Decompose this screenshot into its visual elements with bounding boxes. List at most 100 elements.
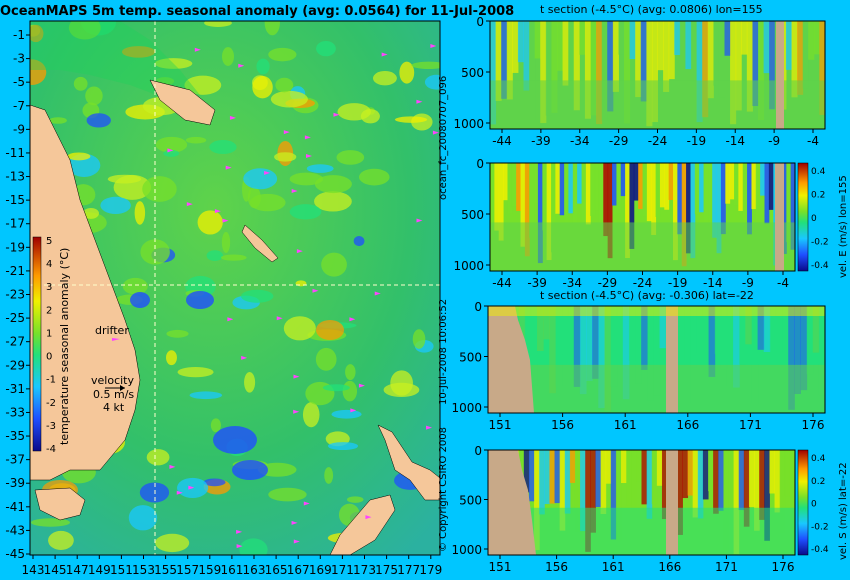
anomaly-blob xyxy=(209,140,237,155)
map-x-tick-label: 153 xyxy=(132,563,155,577)
anomaly-blob xyxy=(122,277,148,295)
map-colorbar-tick-label: -4 xyxy=(46,444,56,455)
section-column xyxy=(651,450,658,505)
drifter-marker xyxy=(293,539,300,544)
section-column xyxy=(559,450,566,531)
section-column xyxy=(586,306,593,381)
section-column xyxy=(598,163,604,254)
colorbar-tick-label: -0.4 xyxy=(811,545,829,555)
section-column xyxy=(557,21,564,71)
section-column xyxy=(615,450,622,541)
drifter-marker xyxy=(381,52,388,57)
section-column xyxy=(584,21,591,119)
section-column xyxy=(694,163,700,215)
section-column xyxy=(573,306,581,387)
section-column xyxy=(507,163,513,214)
map-y-tick-label: -19 xyxy=(5,240,25,254)
anomaly-blob xyxy=(268,487,307,502)
section-column xyxy=(673,163,678,261)
panel-x-tick-label: -4 xyxy=(807,134,819,148)
section-column xyxy=(612,163,617,206)
map-y-tick-label: -17 xyxy=(5,217,25,231)
section-column xyxy=(785,21,792,70)
section-column xyxy=(598,306,605,409)
section-column xyxy=(692,450,699,518)
drifter-marker xyxy=(176,490,183,495)
section-column xyxy=(636,450,642,482)
section-column xyxy=(616,163,622,214)
section-column xyxy=(758,21,765,120)
anomaly-blob xyxy=(166,350,177,366)
map-x-tick-label: 149 xyxy=(88,563,111,577)
map-y-tick-label: -9 xyxy=(13,122,25,136)
panel-x-tick-label: -9 xyxy=(742,276,754,290)
drifter-legend-label: drifter xyxy=(95,324,129,337)
section-column xyxy=(713,450,719,514)
section-column xyxy=(523,21,530,91)
anomaly-blob xyxy=(306,164,334,173)
section-column xyxy=(642,163,648,217)
map-y-tick-label: -5 xyxy=(13,75,25,89)
panel4-field xyxy=(488,450,795,555)
panel-x-tick-label: 171 xyxy=(739,418,762,432)
section-column xyxy=(696,306,703,353)
panel-x-tick-label: -9 xyxy=(768,134,780,148)
drifter-marker xyxy=(236,544,243,549)
anomaly-blob xyxy=(359,168,390,186)
section-column xyxy=(697,450,704,519)
section-column xyxy=(707,163,713,221)
map-y-tick-label: -41 xyxy=(5,500,25,514)
section-column xyxy=(791,21,798,98)
section-column xyxy=(567,306,575,359)
section-column xyxy=(696,21,703,123)
section-column xyxy=(686,163,691,254)
section-column xyxy=(641,306,648,370)
section-column xyxy=(537,163,543,264)
drifter-marker xyxy=(225,165,232,170)
anomaly-blob xyxy=(353,235,365,247)
map-colorbar xyxy=(32,236,42,452)
map-x-tick-label: 173 xyxy=(353,563,376,577)
deep-layer xyxy=(488,507,795,555)
map-colorbar-tick-label: 4 xyxy=(46,259,52,270)
map-y-tick-label: -13 xyxy=(5,170,25,184)
section-column xyxy=(530,306,538,386)
section-column xyxy=(757,306,765,350)
map-y-tick-label: -25 xyxy=(5,311,25,325)
panel-x-tick-label: 176 xyxy=(802,418,825,432)
panel-x-tick-label: -19 xyxy=(668,276,688,290)
anomaly-blob xyxy=(394,116,428,123)
section-column xyxy=(511,163,517,207)
colorbar-tick-label: 0.2 xyxy=(811,191,825,201)
section-column xyxy=(626,450,632,506)
drifter-marker xyxy=(222,218,229,223)
section-column xyxy=(800,306,808,391)
section-column xyxy=(735,21,742,111)
section-column xyxy=(498,163,504,241)
section-column xyxy=(600,450,607,515)
section-column xyxy=(562,21,569,86)
section-column xyxy=(818,306,825,396)
anomaly-blob xyxy=(73,76,88,91)
section-column xyxy=(687,450,694,496)
cold-anomaly xyxy=(130,292,150,308)
section-column xyxy=(742,163,748,246)
section-column xyxy=(759,450,765,520)
section-column xyxy=(534,450,540,551)
panel3-frame xyxy=(487,305,826,414)
section-column xyxy=(542,163,548,231)
anomaly-blob xyxy=(264,21,280,36)
section-column xyxy=(629,21,636,60)
section-column xyxy=(655,163,661,217)
anomaly-blob xyxy=(274,152,297,162)
drifter-marker xyxy=(291,520,298,525)
map-colorbar-tick-label: 3 xyxy=(46,282,52,293)
colorbar-tick-label: -0.2 xyxy=(811,238,829,248)
section-column xyxy=(551,163,556,253)
anomaly-blob xyxy=(314,191,352,212)
map-colorbar-tick-label: 0 xyxy=(46,352,52,363)
map-y-tick-label: -45 xyxy=(5,547,25,561)
map-frame xyxy=(29,20,441,556)
section-column xyxy=(579,21,586,55)
